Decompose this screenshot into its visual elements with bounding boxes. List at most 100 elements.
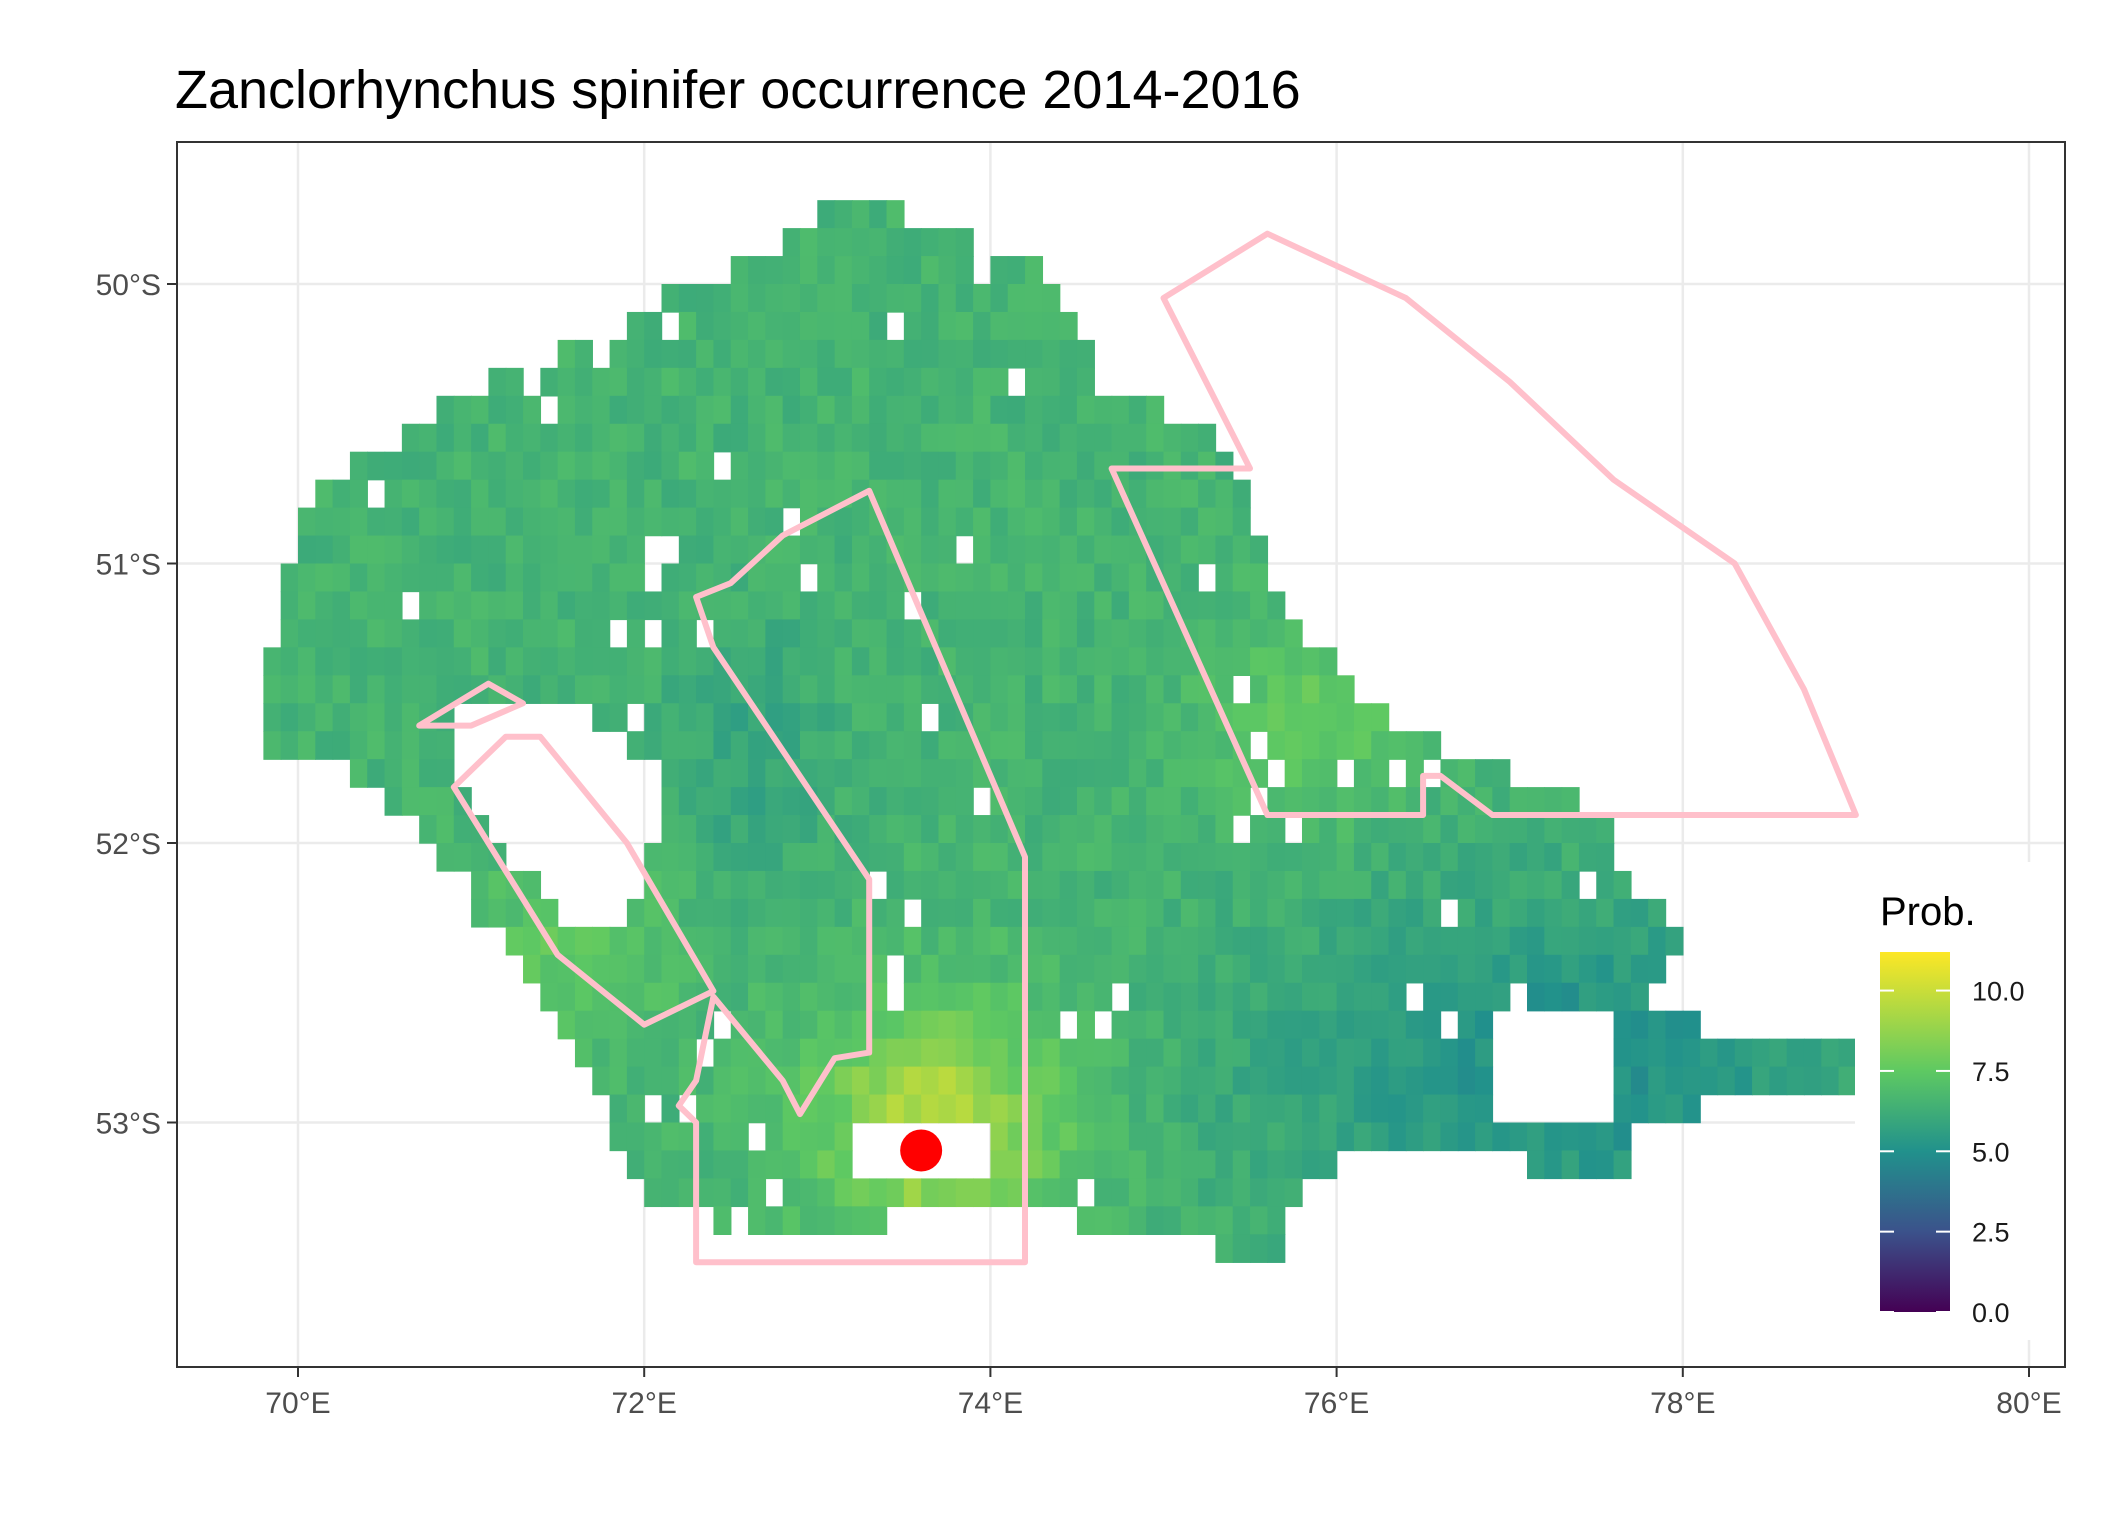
raster-cell bbox=[799, 731, 818, 760]
raster-cell bbox=[696, 479, 715, 509]
raster-cell bbox=[834, 647, 853, 676]
raster-cell bbox=[730, 619, 749, 649]
raster-cell bbox=[921, 1010, 940, 1040]
raster-cell bbox=[799, 395, 818, 425]
raster-cell bbox=[1509, 815, 1528, 844]
raster-cell bbox=[1111, 1010, 1130, 1040]
raster-cell bbox=[713, 535, 732, 565]
raster-cell bbox=[696, 870, 715, 900]
raster-cell bbox=[436, 843, 455, 872]
raster-cell bbox=[1250, 591, 1269, 621]
raster-cell bbox=[955, 898, 974, 928]
raster-cell bbox=[713, 395, 732, 425]
raster-cell bbox=[453, 647, 472, 676]
raster-cell bbox=[1596, 898, 1615, 928]
raster-cell bbox=[1094, 1094, 1113, 1124]
raster-cell bbox=[955, 759, 974, 788]
raster-cell bbox=[471, 395, 490, 425]
raster-cell bbox=[1475, 843, 1494, 872]
raster-cell bbox=[903, 395, 922, 425]
raster-cell bbox=[1128, 619, 1147, 649]
raster-cell bbox=[886, 200, 905, 229]
raster-cell bbox=[1267, 898, 1286, 928]
raster-cell bbox=[1042, 954, 1061, 984]
raster-cell bbox=[1128, 731, 1147, 760]
raster-cell bbox=[384, 563, 403, 593]
raster-cell bbox=[851, 619, 870, 649]
raster-cell bbox=[1146, 1150, 1165, 1180]
raster-cell bbox=[1007, 1010, 1026, 1040]
raster-cell bbox=[1128, 1010, 1147, 1040]
raster-cell bbox=[1111, 675, 1130, 704]
raster-cell bbox=[869, 563, 888, 593]
raster-cell bbox=[1007, 507, 1026, 537]
raster-cell bbox=[315, 647, 334, 676]
raster-cell bbox=[955, 926, 974, 956]
raster-cell bbox=[1025, 1094, 1044, 1124]
raster-cell bbox=[505, 507, 524, 537]
raster-cell bbox=[730, 982, 749, 1012]
raster-cell bbox=[1301, 787, 1320, 816]
raster-cell bbox=[713, 926, 732, 956]
raster-cell bbox=[765, 479, 784, 509]
raster-cell bbox=[1146, 1206, 1165, 1235]
raster-cell bbox=[1059, 1122, 1078, 1152]
raster-cell bbox=[782, 815, 801, 844]
raster-cell bbox=[921, 339, 940, 369]
raster-cell bbox=[1371, 1066, 1390, 1096]
raster-cell bbox=[1267, 1150, 1286, 1180]
raster-cell bbox=[678, 1178, 697, 1208]
raster-cell bbox=[678, 870, 697, 900]
raster-cell bbox=[644, 423, 663, 453]
raster-cell bbox=[1544, 815, 1563, 844]
raster-cell bbox=[349, 619, 368, 649]
raster-cell bbox=[1146, 479, 1165, 509]
raster-cell bbox=[1146, 1094, 1165, 1124]
raster-cell bbox=[851, 339, 870, 369]
raster-cell bbox=[1682, 1010, 1701, 1040]
raster-cell bbox=[748, 591, 767, 621]
raster-cell bbox=[592, 507, 611, 537]
raster-cell bbox=[1423, 815, 1442, 844]
raster-cell bbox=[730, 843, 749, 872]
raster-cell bbox=[869, 926, 888, 956]
raster-cell bbox=[886, 898, 905, 928]
raster-cell bbox=[713, 479, 732, 509]
raster-cell bbox=[1527, 898, 1546, 928]
raster-cell bbox=[1007, 451, 1026, 481]
raster-cell bbox=[1025, 647, 1044, 676]
raster-cell bbox=[384, 479, 403, 509]
raster-cell bbox=[851, 395, 870, 425]
raster-cell bbox=[626, 1094, 645, 1124]
raster-cell bbox=[921, 451, 940, 481]
raster-cell bbox=[592, 675, 611, 704]
raster-cell bbox=[748, 619, 767, 649]
raster-cell bbox=[1475, 898, 1494, 928]
raster-cell bbox=[955, 619, 974, 649]
raster-cell bbox=[384, 703, 403, 732]
raster-cell bbox=[1405, 1038, 1424, 1068]
raster-cell bbox=[1180, 507, 1199, 537]
raster-cell bbox=[1250, 926, 1269, 956]
raster-cell bbox=[263, 647, 282, 676]
raster-cell bbox=[1319, 703, 1338, 732]
raster-cell bbox=[1301, 926, 1320, 956]
raster-cell bbox=[349, 507, 368, 537]
raster-cell bbox=[1232, 954, 1251, 984]
raster-cell bbox=[1076, 870, 1095, 900]
raster-cell bbox=[730, 1038, 749, 1068]
raster-cell bbox=[574, 1038, 593, 1068]
raster-cell bbox=[1042, 1178, 1061, 1208]
raster-cell bbox=[696, 1178, 715, 1208]
raster-cell bbox=[799, 284, 818, 313]
raster-cell bbox=[1007, 535, 1026, 565]
raster-cell bbox=[626, 1066, 645, 1096]
raster-cell bbox=[903, 787, 922, 816]
raster-cell bbox=[869, 954, 888, 984]
raster-cell bbox=[1284, 619, 1303, 649]
raster-cell bbox=[1180, 1206, 1199, 1235]
raster-cell bbox=[765, 870, 784, 900]
raster-cell bbox=[973, 675, 992, 704]
raster-cell bbox=[1025, 787, 1044, 816]
raster-cell bbox=[782, 619, 801, 649]
